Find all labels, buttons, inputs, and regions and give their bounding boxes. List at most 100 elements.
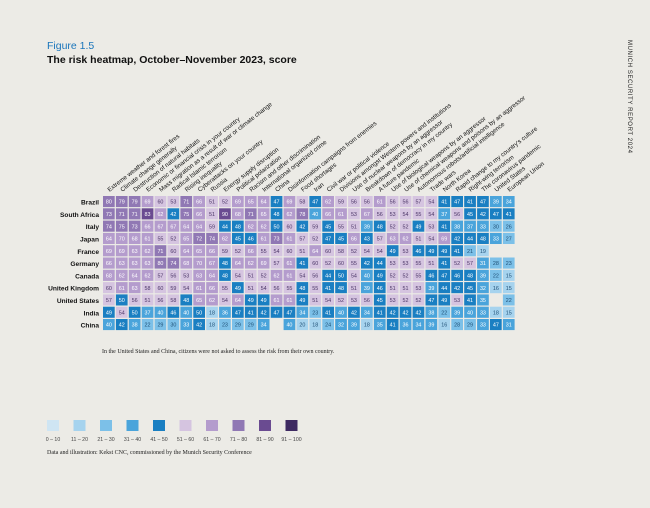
heatmap-cell xyxy=(322,245,334,257)
heatmap-cell xyxy=(257,294,270,306)
heatmap-cell xyxy=(206,245,218,257)
heatmap-cell xyxy=(283,196,296,208)
heatmap-cell xyxy=(373,306,386,318)
heatmap-cell xyxy=(502,257,515,269)
heatmap-cell xyxy=(502,282,515,294)
cell-value: 52 xyxy=(312,237,318,243)
heatmap-cell xyxy=(180,232,193,244)
heatmap-cell xyxy=(361,196,373,208)
cell-value: 41 xyxy=(467,200,473,206)
heatmap-cell xyxy=(451,257,463,269)
cell-value: 83 xyxy=(145,212,151,218)
heatmap-cell xyxy=(477,257,489,269)
heatmap-cell xyxy=(103,220,115,232)
cell-value: 41 xyxy=(325,286,331,292)
heatmap-cell xyxy=(180,245,193,257)
cell-value: 54 xyxy=(274,249,280,255)
heatmap-cell xyxy=(206,196,218,208)
cell-value: 51 xyxy=(403,286,409,292)
heatmap-cell xyxy=(128,196,141,208)
heatmap-cell xyxy=(361,232,373,244)
heatmap-cell xyxy=(309,245,322,257)
heatmap-cell xyxy=(115,232,128,244)
cell-value: 45 xyxy=(235,237,241,243)
heatmap-cell xyxy=(128,220,141,232)
cell-value: 69 xyxy=(286,200,292,206)
heatmap-cell xyxy=(361,269,373,281)
cell-value: 16 xyxy=(441,323,447,329)
cell-value: 52 xyxy=(390,224,396,230)
heatmap-cell xyxy=(257,232,270,244)
cell-value: 63 xyxy=(132,286,138,292)
heatmap-cell xyxy=(502,294,515,306)
heatmap-cell xyxy=(451,208,463,220)
cell-value: 59 xyxy=(338,200,344,206)
heatmap-cell xyxy=(322,257,334,269)
heatmap-cell xyxy=(502,232,515,244)
source-note: Data and illustration: Kekst CNC, commis… xyxy=(47,450,252,456)
heatmap-cell xyxy=(154,196,167,208)
cell-value: 62 xyxy=(119,273,125,279)
cell-value: 52 xyxy=(222,200,228,206)
heatmap-cell xyxy=(244,220,257,232)
heatmap-cell xyxy=(232,220,244,232)
cell-value: 40 xyxy=(364,273,370,279)
heatmap-cell xyxy=(128,257,141,269)
heatmap-cell xyxy=(490,269,502,281)
heatmap-cell xyxy=(219,269,231,281)
legend-label: 71 – 80 xyxy=(230,437,247,443)
cell-value: 52 xyxy=(403,224,409,230)
heatmap-cell xyxy=(283,245,296,257)
cell-value: 64 xyxy=(132,273,138,279)
cell-value: 47 xyxy=(274,200,280,206)
heatmap-cell xyxy=(167,282,180,294)
heatmap-cell xyxy=(154,306,167,318)
heatmap-cell xyxy=(386,282,399,294)
heatmap-cell xyxy=(232,208,244,220)
legend-swatch xyxy=(285,420,298,431)
cell-value: 53 xyxy=(403,249,409,255)
cell-value: 23 xyxy=(312,310,318,316)
cell-value: 53 xyxy=(390,212,396,218)
heatmap-cell xyxy=(322,269,334,281)
cell-value: 49 xyxy=(299,298,305,304)
cell-value: 49 xyxy=(441,298,447,304)
cell-value: 46 xyxy=(415,249,421,255)
heatmap-cell xyxy=(180,294,193,306)
cell-value: 64 xyxy=(235,298,241,304)
cell-value: 65 xyxy=(196,298,202,304)
heatmap-cell xyxy=(477,282,489,294)
cell-value: 53 xyxy=(403,261,409,267)
heatmap-cell xyxy=(154,220,167,232)
heatmap-cell xyxy=(477,208,489,220)
cell-value: 66 xyxy=(325,212,331,218)
heatmap-cell xyxy=(128,319,141,331)
heatmap-cell xyxy=(283,319,296,331)
cell-value: 55 xyxy=(286,286,292,292)
heatmap-cell xyxy=(244,196,257,208)
heatmap-cell xyxy=(373,220,386,232)
heatmap-cell xyxy=(412,196,425,208)
cell-value: 53 xyxy=(351,212,357,218)
heatmap-cell xyxy=(348,220,360,232)
cell-value: 51 xyxy=(209,200,215,206)
heatmap-cell xyxy=(141,208,154,220)
cell-value: 61 xyxy=(377,200,383,206)
cell-value: 39 xyxy=(364,286,370,292)
cell-value: 66 xyxy=(209,286,215,292)
cell-value: 41 xyxy=(441,224,447,230)
heatmap-cell xyxy=(477,306,489,318)
heatmap-cell xyxy=(219,245,231,257)
cell-value: 74 xyxy=(170,261,176,267)
heatmap-cell xyxy=(232,294,244,306)
cell-value: 51 xyxy=(390,286,396,292)
cell-value: 47 xyxy=(493,212,499,218)
cell-value: 60 xyxy=(286,224,292,230)
cell-value: 72 xyxy=(196,237,202,243)
cell-value: 56 xyxy=(170,273,176,279)
figure-label: Figure 1.5 xyxy=(47,40,95,52)
cell-value: 22 xyxy=(506,298,512,304)
heatmap-cell xyxy=(283,232,296,244)
cell-value: 49 xyxy=(428,249,434,255)
heatmap-cell xyxy=(270,196,283,208)
